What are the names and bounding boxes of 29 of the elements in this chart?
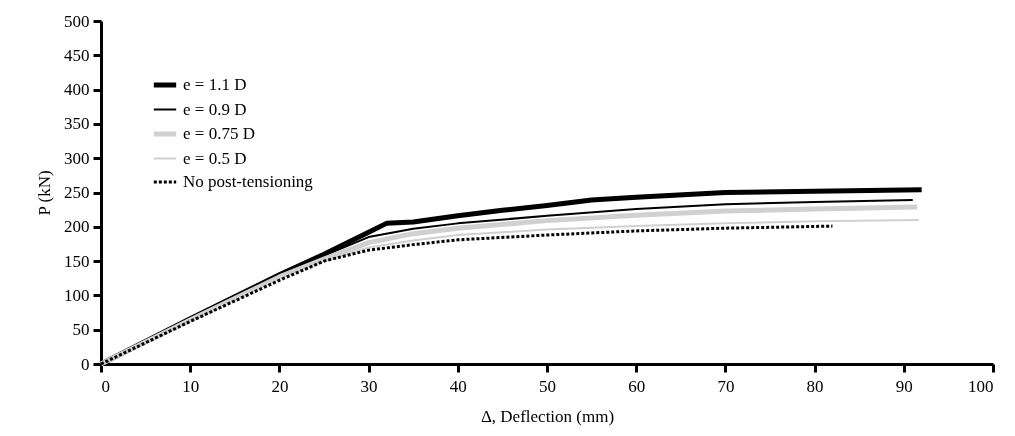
y-tick-label: 250: [64, 183, 90, 202]
x-axis-title: Δ, Deflection (mm): [480, 406, 615, 426]
legend-label: e = 0.5 D: [183, 148, 247, 168]
legend-label: No post-tensioning: [183, 172, 314, 191]
y-tick-label: 200: [64, 217, 90, 237]
y-tick-label: 450: [64, 45, 90, 65]
x-tick-label: 60: [628, 376, 646, 396]
y-tick-label: 300: [64, 148, 90, 168]
legend-label: e = 0.9 D: [183, 99, 247, 119]
x-tick-label: 100: [968, 376, 994, 396]
legend-label: e = 0.75 D: [183, 124, 255, 143]
x-tick-label: 90: [895, 376, 913, 396]
x-tick-label: 80: [806, 376, 824, 396]
legend-label: e = 1.1 D: [183, 75, 247, 94]
y-tick-label: 400: [64, 80, 90, 100]
y-axis-title: P (kN): [35, 170, 54, 216]
y-tick-label: 350: [64, 114, 90, 134]
y-tick-label: 150: [64, 251, 90, 271]
x-tick-label: 40: [449, 376, 467, 396]
x-tick-label: 70: [717, 376, 735, 396]
y-tick-label: 0: [81, 354, 90, 374]
x-tick-label: 20: [271, 376, 289, 396]
x-tick-label: 50: [539, 376, 556, 396]
x-tick-label: 10: [182, 376, 200, 396]
y-tick-label: 500: [64, 11, 90, 31]
y-tick-label: 100: [64, 285, 90, 305]
y-tick-label: 50: [72, 320, 90, 340]
x-tick-label: 30: [360, 376, 378, 396]
x-tick-label: 0: [101, 376, 110, 396]
